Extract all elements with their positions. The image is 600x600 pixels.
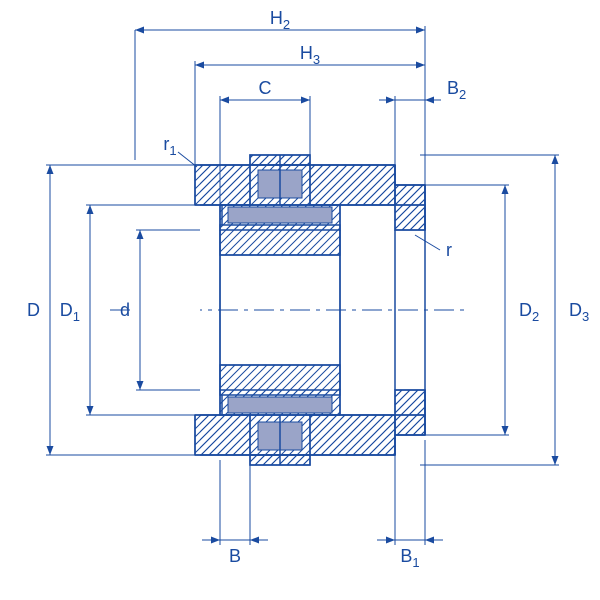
svg-text:D2: D2 bbox=[519, 300, 539, 324]
svg-text:H3: H3 bbox=[300, 43, 320, 67]
svg-text:D3: D3 bbox=[569, 300, 589, 324]
svg-text:D: D bbox=[27, 300, 40, 320]
svg-text:H2: H2 bbox=[270, 8, 290, 32]
svg-text:C: C bbox=[259, 78, 272, 98]
svg-text:d: d bbox=[120, 300, 130, 320]
svg-text:r1: r1 bbox=[163, 134, 176, 158]
svg-text:B: B bbox=[229, 546, 241, 566]
svg-text:r: r bbox=[446, 240, 452, 260]
svg-text:B2: B2 bbox=[447, 78, 466, 102]
svg-text:B1: B1 bbox=[400, 546, 419, 570]
svg-text:D1: D1 bbox=[60, 300, 80, 324]
